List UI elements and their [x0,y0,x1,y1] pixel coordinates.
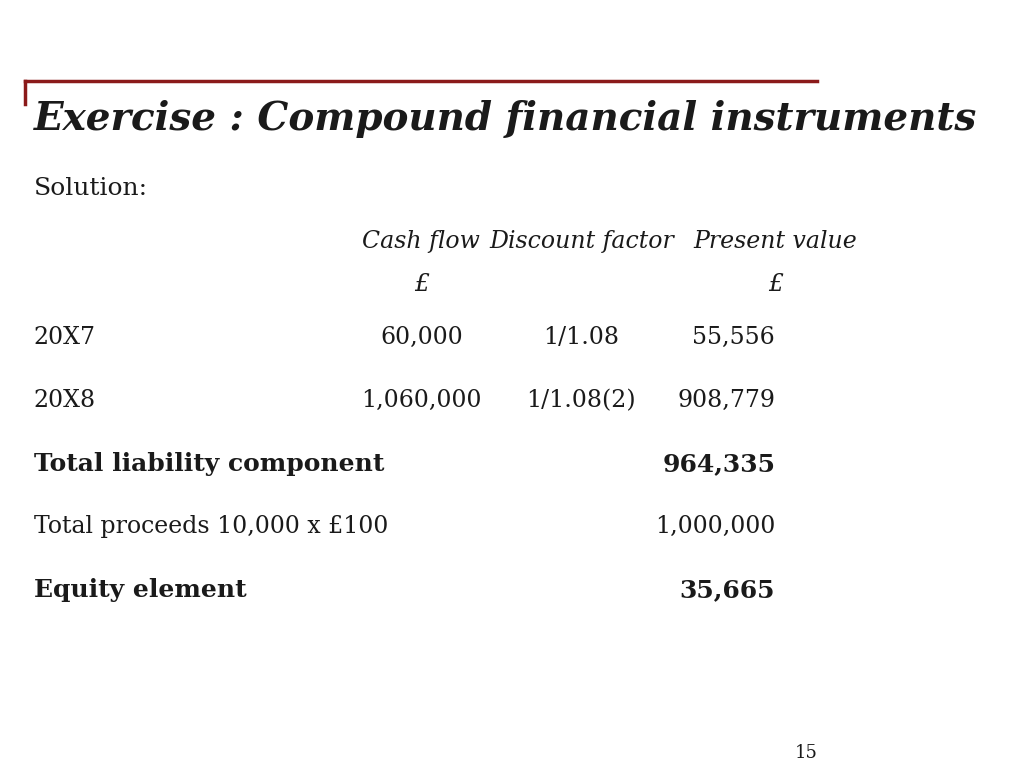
Text: Discount factor: Discount factor [489,230,674,253]
Text: 1/1.08: 1/1.08 [544,326,620,349]
Text: Equity element: Equity element [34,578,247,602]
Text: Exercise : Compound financial instruments: Exercise : Compound financial instrument… [34,100,977,138]
Text: Solution:: Solution: [34,177,147,200]
Text: 20X7: 20X7 [34,326,95,349]
Text: 35,665: 35,665 [680,578,775,602]
Text: Cash flow: Cash flow [362,230,480,253]
Text: £: £ [768,273,782,296]
Text: 964,335: 964,335 [663,452,775,476]
Text: 908,779: 908,779 [677,389,775,412]
Text: 1,060,000: 1,060,000 [361,389,481,412]
Text: 1,000,000: 1,000,000 [654,515,775,538]
Text: Total liability component: Total liability component [34,452,384,476]
Text: 1/1.08(2): 1/1.08(2) [526,389,636,412]
Text: 60,000: 60,000 [380,326,463,349]
Text: Total proceeds 10,000 x £100: Total proceeds 10,000 x £100 [34,515,388,538]
Text: 55,556: 55,556 [692,326,775,349]
Text: 20X8: 20X8 [34,389,96,412]
Text: 15: 15 [795,743,817,762]
Text: £: £ [414,273,429,296]
Text: Present value: Present value [693,230,857,253]
